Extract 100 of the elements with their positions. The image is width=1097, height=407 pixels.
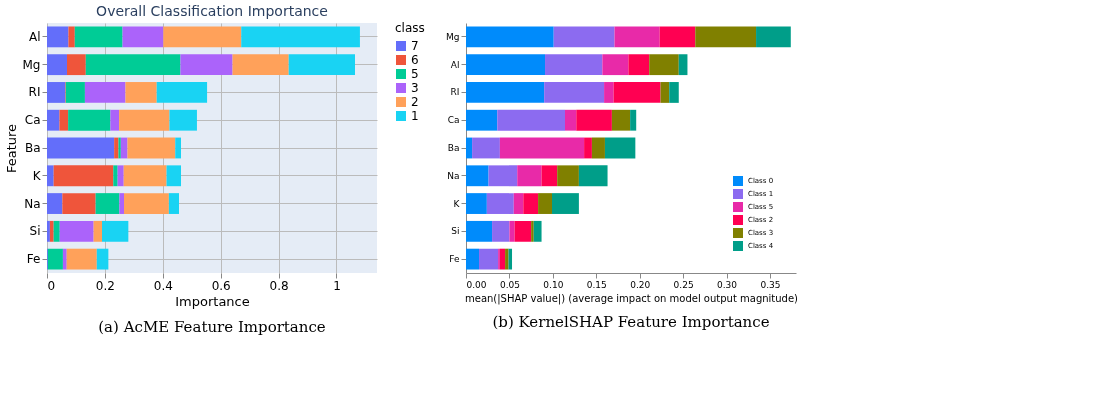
bar xyxy=(466,54,546,76)
bar xyxy=(545,54,603,76)
x-tick-label: 0.6 xyxy=(211,278,231,293)
bar xyxy=(551,193,579,214)
bar xyxy=(53,220,60,242)
y-tick-label: Na xyxy=(24,196,41,211)
legend-label: 2 xyxy=(411,95,419,109)
bar xyxy=(497,109,565,131)
x-tick-label: 0.15 xyxy=(586,279,607,290)
bar xyxy=(93,220,102,242)
bar xyxy=(68,26,75,48)
bar xyxy=(122,26,164,48)
bar xyxy=(102,220,129,242)
bar xyxy=(553,26,615,48)
bar xyxy=(466,165,489,187)
y-axis-title: Feature xyxy=(3,123,19,174)
bar xyxy=(62,248,67,270)
bar xyxy=(533,220,542,242)
y-tick-label: Si xyxy=(29,224,41,239)
y-tick-label: Fe xyxy=(26,252,41,267)
bar xyxy=(565,109,577,131)
x-tick-label: 0.8 xyxy=(269,278,289,293)
bar xyxy=(119,109,170,131)
bar xyxy=(531,220,534,242)
bar xyxy=(288,54,355,76)
legend-label: 3 xyxy=(411,81,419,95)
y-tick-label: RI xyxy=(28,85,41,100)
bar xyxy=(169,109,197,131)
bar xyxy=(602,54,629,76)
bar xyxy=(576,109,612,131)
bar xyxy=(499,137,585,159)
bar xyxy=(241,26,360,48)
bar xyxy=(49,220,54,242)
bar xyxy=(614,26,660,48)
bar xyxy=(472,137,500,159)
bar xyxy=(649,54,679,76)
bar xyxy=(59,109,69,131)
bar xyxy=(466,220,493,242)
y-tick-label: Ba xyxy=(24,141,41,155)
legend-label: 7 xyxy=(411,39,419,53)
x-tick-label: 0.25 xyxy=(673,279,694,290)
bar xyxy=(544,82,605,103)
bar xyxy=(47,165,54,187)
bar xyxy=(166,165,182,187)
y-tick-label: Si xyxy=(451,226,460,237)
bar xyxy=(156,82,208,103)
y-tick-label: RI xyxy=(450,87,460,98)
bar xyxy=(125,82,157,103)
bar xyxy=(630,109,637,131)
y-tick-label: Ca xyxy=(24,113,41,128)
bar xyxy=(95,193,120,214)
bar xyxy=(124,193,169,214)
bar xyxy=(613,82,661,103)
x-tick-label: 0.10 xyxy=(543,279,564,290)
bar xyxy=(66,248,97,270)
bar xyxy=(163,26,242,48)
y-tick-label: Al xyxy=(450,59,460,70)
y-tick-label: Ba xyxy=(447,143,460,153)
y-tick-label: Mg xyxy=(446,31,460,42)
bar xyxy=(466,82,545,103)
bar xyxy=(84,82,126,103)
bar xyxy=(74,26,123,48)
bar xyxy=(123,165,167,187)
bar xyxy=(168,193,179,214)
bar xyxy=(611,109,631,131)
bar xyxy=(119,193,124,214)
bar xyxy=(523,193,539,214)
bar xyxy=(756,26,791,48)
bar xyxy=(660,82,670,103)
bar xyxy=(517,165,542,187)
chart-title: Overall Classification Importance xyxy=(96,3,328,19)
bar xyxy=(541,165,558,187)
bar xyxy=(499,248,506,270)
x-tick-label: 0.20 xyxy=(630,279,651,290)
bar xyxy=(114,137,119,159)
bar xyxy=(695,26,757,48)
bar xyxy=(175,137,182,159)
legend-title: class xyxy=(395,21,425,35)
y-tick-label: Mg xyxy=(22,57,41,72)
bar xyxy=(47,109,60,131)
bar xyxy=(466,26,554,48)
bar xyxy=(47,82,66,103)
bar xyxy=(492,220,510,242)
legend-label: 6 xyxy=(411,53,419,67)
bar xyxy=(110,109,120,131)
bar xyxy=(669,82,679,103)
x-tick-label: 0.00 xyxy=(466,279,487,290)
bar xyxy=(466,109,498,131)
x-tick-label: 1 xyxy=(333,278,341,293)
bar xyxy=(127,137,176,159)
bar xyxy=(68,109,111,131)
bar xyxy=(509,220,515,242)
legend-label: 1 xyxy=(411,109,419,123)
y-tick-label: Na xyxy=(447,170,460,181)
bar xyxy=(47,137,115,159)
text: (a) AcME Feature Importance xyxy=(98,318,326,336)
bar xyxy=(232,54,289,76)
y-tick-label: Al xyxy=(28,29,41,44)
bar xyxy=(62,193,96,214)
bar xyxy=(47,26,69,48)
